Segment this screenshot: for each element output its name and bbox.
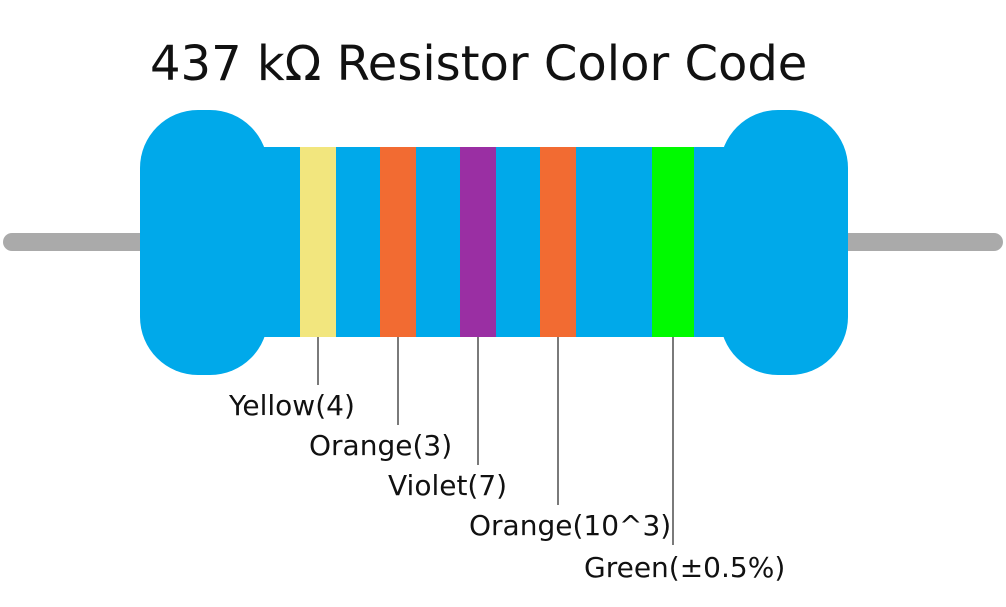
band-label: Yellow(4) (228, 389, 355, 422)
band-label: Green(±0.5%) (584, 551, 785, 584)
color-band (300, 147, 336, 337)
color-band (652, 147, 694, 337)
title: 437 kΩ Resistor Color Code (150, 36, 807, 92)
color-band (460, 147, 496, 337)
band-label: Orange(3) (309, 429, 452, 462)
color-band (540, 147, 576, 337)
band-label: Orange(10^3) (469, 509, 671, 542)
band-label: Violet(7) (388, 469, 507, 502)
left-cap (140, 110, 268, 375)
color-band (380, 147, 416, 337)
right-cap (720, 110, 848, 375)
